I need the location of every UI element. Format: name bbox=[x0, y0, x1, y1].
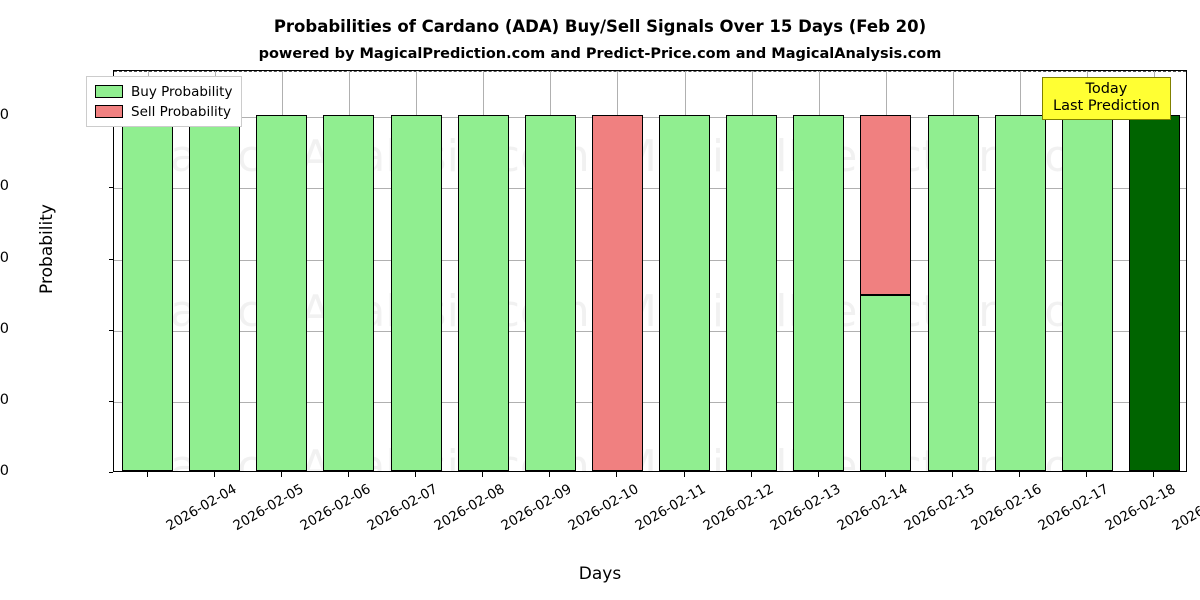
bar-segment-buy bbox=[1061, 115, 1113, 471]
y-tick-mark bbox=[108, 400, 113, 402]
x-tick-mark bbox=[280, 472, 282, 477]
x-tick-label: 2026-02-12 bbox=[700, 481, 777, 535]
legend-item-sell[interactable]: Sell Probability bbox=[95, 103, 232, 120]
bar-2026-02-16[interactable] bbox=[927, 71, 979, 471]
reference-line bbox=[114, 71, 1186, 72]
x-tick-label: 2026-02-05 bbox=[230, 481, 307, 535]
y-tick-mark bbox=[108, 258, 113, 260]
x-tick-mark bbox=[347, 472, 349, 477]
bar-2026-02-08[interactable] bbox=[390, 71, 442, 471]
legend-label: Sell Probability bbox=[131, 103, 232, 120]
bar-segment-buy bbox=[793, 115, 845, 471]
bar-2026-02-18[interactable] bbox=[1061, 71, 1113, 471]
bar-2026-02-13[interactable] bbox=[726, 71, 778, 471]
bar-2026-02-11[interactable] bbox=[591, 71, 643, 471]
y-tick-label: 0 bbox=[0, 463, 9, 479]
bar-segment-buy bbox=[994, 115, 1046, 471]
x-tick-label: 2026-02-14 bbox=[834, 481, 911, 535]
today-annotation: Today Last Prediction bbox=[1042, 77, 1171, 121]
x-tick-mark bbox=[750, 472, 752, 477]
bar-segment-buy bbox=[927, 115, 979, 471]
x-tick-mark bbox=[146, 472, 148, 477]
bar-segment-buy bbox=[659, 115, 711, 471]
bar-2026-02-17[interactable] bbox=[994, 71, 1046, 471]
chart-subtitle: powered by MagicalPrediction.com and Pre… bbox=[258, 46, 942, 62]
x-tick-label: 2026-02-06 bbox=[297, 481, 374, 535]
x-tick-mark bbox=[213, 472, 215, 477]
plot-area: MagicalAnalysis.comMagicalAnalysis.comMa… bbox=[113, 70, 1187, 472]
bar-2026-02-06[interactable] bbox=[256, 71, 308, 471]
bar-2026-02-19[interactable] bbox=[1128, 71, 1180, 471]
gridline-horizontal bbox=[114, 330, 1186, 332]
legend-swatch bbox=[95, 105, 123, 118]
legend-item-buy[interactable]: Buy Probability bbox=[95, 83, 232, 100]
bar-2026-02-04[interactable] bbox=[122, 71, 174, 471]
x-tick-label: 2026-02-18 bbox=[1102, 481, 1179, 535]
x-tick-mark bbox=[817, 472, 819, 477]
x-tick-label: 2026-02-04 bbox=[163, 481, 240, 535]
x-tick-label: 2026-02-07 bbox=[364, 481, 441, 535]
bar-segment-sell bbox=[591, 115, 643, 471]
x-tick-mark bbox=[1086, 472, 1088, 477]
bar-2026-02-10[interactable] bbox=[524, 71, 576, 471]
x-tick-mark bbox=[884, 472, 886, 477]
x-tick-label: 2026-02-17 bbox=[1035, 481, 1112, 535]
x-tick-label: 2026-02-10 bbox=[565, 481, 642, 535]
x-tick-label: 2026-02-08 bbox=[431, 481, 508, 535]
bar-segment-sell bbox=[860, 115, 912, 295]
y-tick-label: 60 bbox=[0, 249, 9, 266]
y-tick-mark bbox=[108, 187, 113, 189]
y-axis-label: Probability bbox=[37, 204, 57, 294]
today-annotation-line1: Today bbox=[1085, 81, 1128, 97]
x-tick-label: 2026-02-11 bbox=[632, 481, 709, 535]
x-tick-mark bbox=[415, 472, 417, 477]
x-tick-mark bbox=[549, 472, 551, 477]
bar-segment-buy bbox=[189, 115, 241, 471]
x-tick-mark bbox=[616, 472, 618, 477]
bar-segment-today bbox=[1128, 115, 1180, 471]
legend-label: Buy Probability bbox=[131, 83, 233, 100]
gridline-horizontal bbox=[114, 117, 1186, 119]
bar-segment-buy bbox=[524, 115, 576, 471]
x-tick-label: 2026-02-13 bbox=[767, 481, 844, 535]
bar-segment-buy bbox=[457, 115, 509, 471]
y-tick-mark bbox=[108, 472, 113, 473]
bar-2026-02-15[interactable] bbox=[860, 71, 912, 471]
x-tick-mark bbox=[952, 472, 954, 477]
chart-legend[interactable]: Buy Probability Sell Probability bbox=[86, 76, 243, 127]
bar-segment-buy bbox=[726, 115, 778, 471]
bar-2026-02-09[interactable] bbox=[457, 71, 509, 471]
x-axis-label: Days bbox=[578, 564, 622, 584]
bar-segment-buy bbox=[256, 115, 308, 471]
x-tick-mark bbox=[1019, 472, 1021, 477]
y-tick-label: 80 bbox=[0, 178, 9, 195]
y-tick-mark bbox=[108, 329, 113, 331]
y-tick-label: 100 bbox=[0, 107, 9, 124]
bar-2026-02-07[interactable] bbox=[323, 71, 375, 471]
x-tick-mark bbox=[482, 472, 484, 477]
bar-2026-02-05[interactable] bbox=[189, 71, 241, 471]
x-tick-label: 2026-02-15 bbox=[901, 481, 978, 535]
bar-segment-buy bbox=[390, 115, 442, 471]
legend-swatch bbox=[95, 85, 123, 98]
x-tick-mark bbox=[683, 472, 685, 477]
bar-2026-02-12[interactable] bbox=[659, 71, 711, 471]
y-tick-label: 20 bbox=[0, 391, 9, 408]
gridline-horizontal bbox=[114, 401, 1186, 403]
bar-2026-02-14[interactable] bbox=[793, 71, 845, 471]
bar-segment-buy bbox=[122, 115, 174, 471]
x-tick-label: 2026-02-16 bbox=[968, 481, 1045, 535]
x-tick-mark bbox=[1153, 472, 1155, 477]
y-tick-label: 40 bbox=[0, 320, 9, 337]
bar-segment-buy bbox=[860, 294, 912, 471]
bar-segment-buy bbox=[323, 115, 375, 471]
gridline-horizontal bbox=[114, 259, 1186, 261]
x-tick-label: 2026-02-09 bbox=[498, 481, 575, 535]
chart-title: Probabilities of Cardano (ADA) Buy/Sell … bbox=[273, 17, 927, 36]
gridline-horizontal bbox=[114, 188, 1186, 190]
today-annotation-line2: Last Prediction bbox=[1053, 98, 1160, 115]
